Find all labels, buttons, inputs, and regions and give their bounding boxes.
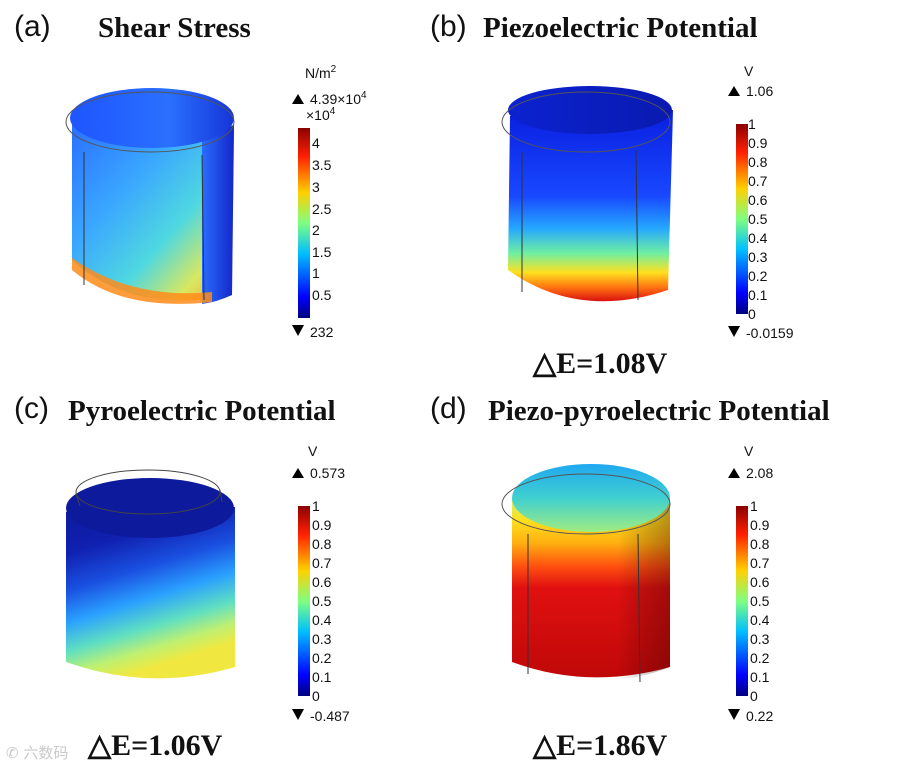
tick-label: 0.7: [750, 555, 770, 571]
tick-label: 0.5: [312, 287, 332, 303]
tick-label: 0.3: [750, 631, 770, 647]
colorbar-unit: V: [744, 443, 754, 459]
tick-label: 1: [748, 116, 756, 132]
tick-label: 1: [312, 265, 320, 281]
tick-label: 0.7: [748, 173, 768, 189]
colorbar-unit: N/m2: [305, 64, 337, 81]
colorbar-unit: V: [308, 443, 318, 459]
panel-title: Piezo-pyroelectric Potential: [488, 395, 830, 427]
tick-label: 4: [312, 135, 320, 151]
tick-label: 0.3: [748, 249, 768, 265]
colorbar-ticks: 1 0.9 0.8 0.7 0.6 0.5 0.4 0.3 0.2 0.1 0: [748, 116, 768, 322]
colorbar: V 2.08 1 0.9 0.8 0.7 0.6 0.5 0.4 0.3 0.2…: [728, 443, 773, 724]
cylinder-plot: [501, 86, 673, 302]
panel-title: Shear Stress: [98, 12, 251, 44]
tick-label: 2: [312, 222, 320, 238]
min-marker-icon: [728, 709, 740, 720]
colorbar-max: 1.06: [746, 83, 773, 99]
panel-title: Pyroelectric Potential: [68, 395, 336, 427]
watermark-text: 六数码: [23, 744, 69, 762]
tick-label: 3.5: [312, 157, 332, 173]
min-marker-icon: [292, 709, 304, 720]
tick-label: 1.5: [312, 244, 332, 260]
cylinder-plot: [66, 469, 235, 679]
tick-label: 0.8: [750, 536, 770, 552]
colorbar-gradient: [298, 128, 310, 318]
tick-label: 0.4: [312, 612, 332, 628]
colorbar-gradient: [736, 124, 748, 314]
tick-label: 0.9: [748, 135, 768, 151]
panel-label: (a): [14, 10, 51, 43]
tick-label: 3: [312, 179, 320, 195]
tick-label: 0: [750, 688, 758, 704]
panel-d: (d) Piezo-pyroelectric Potential: [420, 386, 897, 773]
tick-label: 0.1: [750, 669, 770, 685]
colorbar-min: -0.487: [310, 708, 350, 724]
colorbar: V 0.573 1 0.9 0.8 0.7 0.6 0.5 0.4 0.3 0.…: [292, 443, 350, 724]
colorbar-min: 232: [310, 324, 334, 340]
tick-label: 0.7: [312, 555, 332, 571]
tick-label: 0.8: [312, 536, 332, 552]
panel-c: (c) Pyroelectric Potential V 0.573 1 0.9: [0, 386, 448, 773]
panel-b: (b) Piezoelectric Potential V: [420, 0, 897, 386]
panel-label: (c): [14, 392, 49, 425]
panel-title: Piezoelectric Potential: [483, 12, 758, 44]
max-marker-icon: [292, 94, 304, 104]
colorbar-max: 0.573: [310, 465, 345, 481]
tick-label: 0.2: [748, 268, 768, 284]
delta-e-label: △E=1.86V: [533, 729, 668, 762]
delta-e-label: △E=1.08V: [533, 347, 668, 380]
tick-label: 0: [312, 688, 320, 704]
colorbar-gradient: [736, 506, 748, 696]
tick-label: 0.4: [748, 230, 768, 246]
colorbar-unit: V: [744, 63, 754, 79]
tick-label: 0: [748, 306, 756, 322]
colorbar-multiplier: ×104: [306, 106, 336, 123]
tick-label: 1: [750, 498, 758, 514]
min-marker-icon: [728, 326, 740, 337]
tick-label: 0.5: [312, 593, 332, 609]
tick-label: 0.8: [748, 154, 768, 170]
tick-label: 0.9: [750, 517, 770, 533]
cylinder-plot: [65, 88, 235, 304]
max-marker-icon: [292, 468, 304, 478]
min-marker-icon: [292, 325, 304, 336]
colorbar-max: 2.08: [746, 465, 773, 481]
cylinder-plot: [501, 464, 671, 683]
tick-label: 0.4: [750, 612, 770, 628]
tick-label: 0.6: [748, 192, 768, 208]
tick-label: 1: [312, 498, 320, 514]
tick-label: 0.5: [750, 593, 770, 609]
max-marker-icon: [728, 468, 740, 478]
tick-label: 0.1: [748, 287, 768, 303]
colorbar-ticks: 1 0.9 0.8 0.7 0.6 0.5 0.4 0.3 0.2 0.1 0: [312, 498, 332, 704]
colorbar-gradient: [298, 506, 310, 696]
panel-label: (d): [430, 392, 467, 425]
panel-a: (a) Shear Stress: [0, 0, 448, 386]
tick-label: 0.3: [312, 631, 332, 647]
tick-label: 0.5: [748, 211, 768, 227]
delta-e-label: △E=1.06V: [88, 729, 223, 762]
tick-label: 0.6: [750, 574, 770, 590]
tick-label: 0.2: [750, 650, 770, 666]
watermark: ✆ 六数码: [6, 742, 68, 763]
tick-label: 0.6: [312, 574, 332, 590]
max-marker-icon: [728, 86, 740, 96]
watermark-logo-icon: ✆: [6, 744, 24, 762]
colorbar: N/m2 4.39×104 ×104 4 3.5 3 2.5 2 1.5 1 0…: [292, 64, 367, 340]
colorbar-min: 0.22: [746, 708, 773, 724]
colorbar: V 1.06 1 0.9 0.8 0.7 0.6 0.5 0.4 0.3 0.2…: [728, 63, 794, 341]
panel-label: (b): [430, 10, 467, 43]
colorbar-ticks: 1 0.9 0.8 0.7 0.6 0.5 0.4 0.3 0.2 0.1 0: [750, 498, 770, 704]
tick-label: 0.9: [312, 517, 332, 533]
colorbar-ticks: 4 3.5 3 2.5 2 1.5 1 0.5: [312, 135, 332, 303]
tick-label: 0.2: [312, 650, 332, 666]
tick-label: 0.1: [312, 669, 332, 685]
tick-label: 2.5: [312, 201, 332, 217]
colorbar-max: 4.39×104: [310, 90, 367, 107]
colorbar-min: -0.0159: [746, 325, 794, 341]
